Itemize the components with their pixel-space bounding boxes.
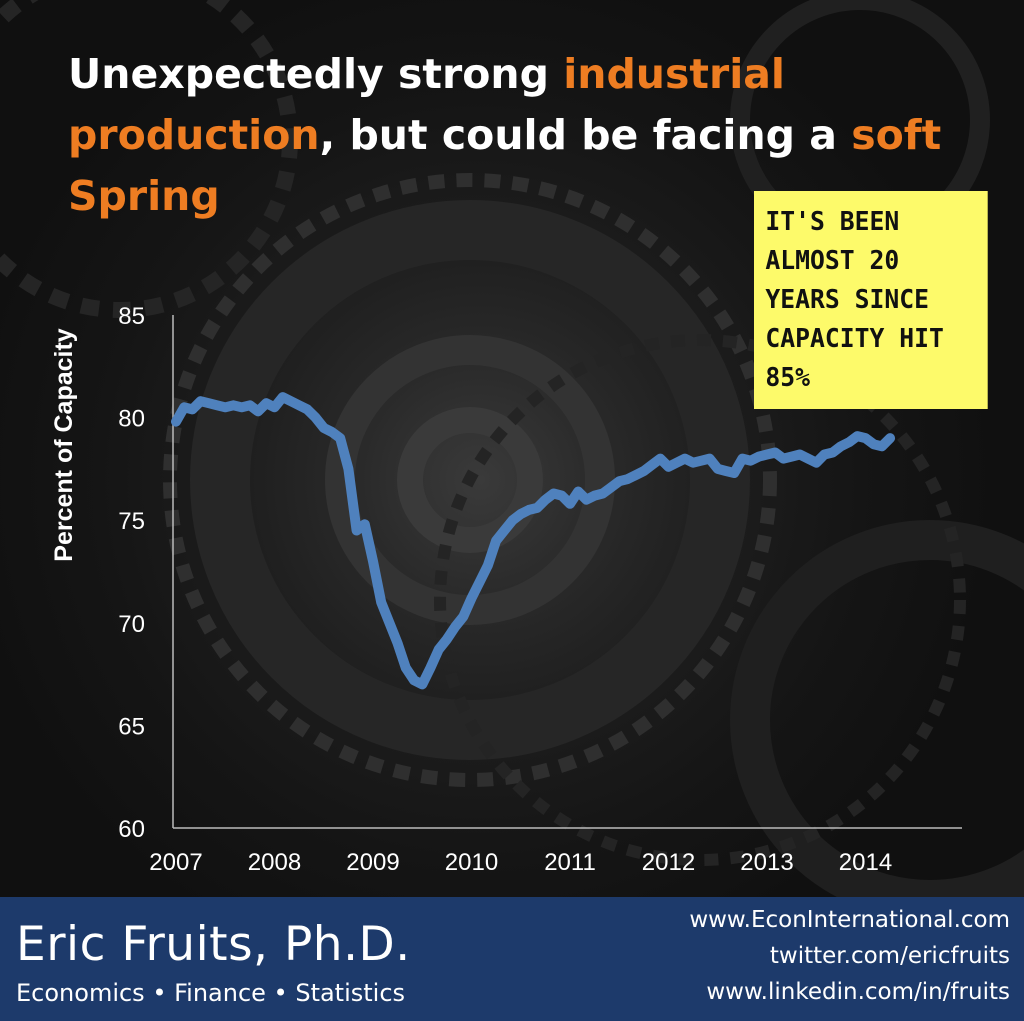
author-name: Eric Fruits, Ph.D. [16, 917, 411, 972]
capacity-utilization-chart: Percent of Capacity 60 65 70 75 80 85 2007 200… [50, 303, 962, 876]
headline-highlight-soft: soft [851, 111, 942, 159]
website-link[interactable]: www.EconInternational.com [689, 907, 1010, 933]
headline: Unexpectedly strong industrial productio… [68, 44, 948, 227]
headline-text-3: , but could be facing a [319, 111, 852, 159]
y-tick-label-85: 85 [118, 303, 145, 330]
x-tick-label-2013: 2013 [740, 849, 793, 876]
y-tick-label-60: 60 [118, 816, 145, 843]
y-tick-label-65: 65 [118, 713, 145, 740]
linkedin-link[interactable]: www.linkedin.com/in/fruits [706, 979, 1010, 1005]
y-tick-label-75: 75 [118, 508, 145, 535]
x-tick-label-2007: 2007 [149, 849, 202, 876]
headline-highlight-industrial: industrial [563, 50, 785, 98]
y-tick-label-70: 70 [118, 611, 145, 638]
x-tick-label-2008: 2008 [248, 849, 301, 876]
x-tick-label-2009: 2009 [346, 849, 399, 876]
footer-banner: Eric Fruits, Ph.D. Economics • Finance •… [0, 897, 1024, 1021]
headline-highlight-spring: Spring [68, 172, 220, 220]
x-tick-label-2012: 2012 [642, 849, 695, 876]
y-tick-label-80: 80 [118, 406, 145, 433]
headline-highlight-production: production [68, 111, 320, 159]
y-axis-label: Percent of Capacity [50, 328, 78, 562]
headline-text-1: Unexpectedly strong [68, 50, 564, 98]
twitter-link[interactable]: twitter.com/ericfruits [769, 943, 1010, 969]
capacity-series-line [171, 392, 896, 690]
x-tick-label-2010: 2010 [445, 849, 498, 876]
author-tagline: Economics • Finance • Statistics [16, 979, 406, 1007]
gear-background [0, 0, 1024, 897]
x-tick-label-2014: 2014 [839, 849, 892, 876]
x-tick-label-2011: 2011 [544, 849, 596, 876]
sticky-note-annotation: It's been almost 20 years since capacity… [754, 191, 988, 409]
